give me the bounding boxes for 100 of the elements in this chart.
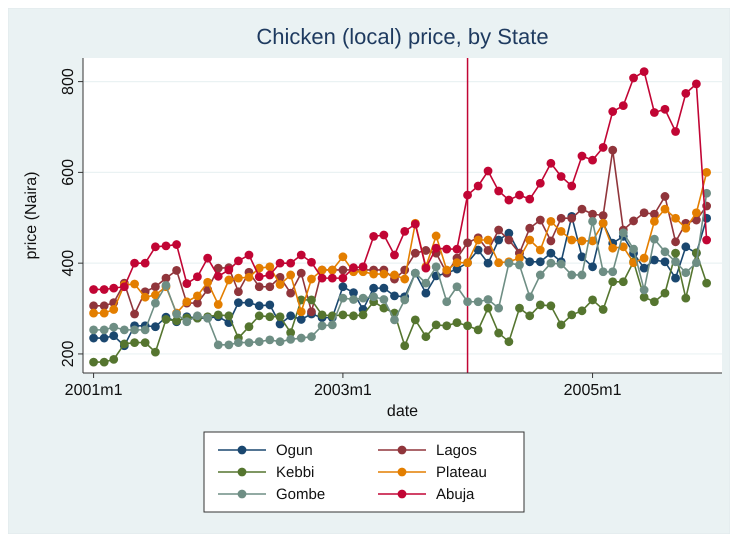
point (681, 89, 690, 98)
point (474, 236, 483, 244)
point (484, 304, 492, 312)
point (650, 217, 659, 226)
point (442, 244, 452, 254)
point (286, 288, 296, 298)
point (671, 237, 680, 246)
x-tick-label: 2001m1 (64, 382, 123, 399)
point (130, 280, 139, 288)
point (660, 192, 670, 201)
legend-label: Ogun (276, 442, 313, 459)
point (474, 246, 483, 254)
point (151, 242, 160, 252)
point (671, 274, 680, 283)
point (702, 278, 712, 288)
point (109, 305, 118, 314)
point (463, 190, 472, 200)
point (463, 238, 472, 248)
point (536, 300, 545, 310)
point (379, 284, 388, 293)
point (193, 311, 202, 320)
point (504, 236, 514, 244)
point (151, 290, 160, 300)
point (410, 315, 420, 324)
legend-label: Kebbi (276, 464, 314, 481)
point (536, 178, 545, 188)
point (702, 236, 712, 244)
point (546, 236, 556, 246)
point (692, 208, 701, 218)
point (254, 337, 264, 346)
point (276, 280, 284, 289)
point (598, 305, 608, 314)
point (120, 325, 129, 334)
point (140, 258, 150, 268)
point (254, 282, 264, 292)
point (494, 236, 504, 244)
point (546, 248, 556, 258)
y-tick-label: 400 (60, 250, 77, 277)
point (432, 232, 441, 240)
point (671, 257, 680, 266)
point (671, 214, 680, 223)
point (421, 332, 430, 342)
point (151, 322, 160, 332)
point (214, 340, 223, 350)
point (379, 295, 388, 304)
point (265, 262, 274, 272)
point (151, 348, 160, 357)
point (109, 284, 118, 293)
point (432, 244, 441, 253)
point (349, 295, 358, 304)
point (296, 334, 306, 342)
point (474, 325, 483, 334)
point (400, 341, 410, 350)
point (390, 315, 399, 324)
point (400, 274, 410, 284)
point (650, 256, 659, 264)
point (588, 217, 597, 226)
point (494, 186, 504, 196)
point (640, 264, 649, 273)
point (474, 297, 483, 306)
point (463, 321, 472, 330)
point (338, 294, 348, 303)
point (578, 152, 586, 160)
point (556, 226, 566, 236)
point (681, 224, 690, 233)
point (224, 340, 234, 350)
point (650, 297, 659, 306)
point (265, 282, 274, 292)
point (358, 262, 368, 272)
point (100, 308, 109, 318)
point (671, 127, 680, 136)
point (214, 300, 223, 309)
point (296, 315, 306, 324)
point (338, 310, 348, 320)
point (234, 338, 243, 347)
point (442, 321, 452, 330)
point (358, 310, 368, 320)
point (276, 337, 284, 346)
point (556, 172, 566, 181)
point (369, 232, 378, 241)
point (660, 204, 670, 214)
point (598, 211, 608, 220)
point (556, 320, 566, 330)
point (660, 288, 670, 298)
point (234, 274, 243, 283)
point (567, 236, 576, 244)
point (140, 292, 150, 302)
point (629, 244, 638, 254)
point (400, 296, 410, 304)
point (140, 338, 150, 347)
point (442, 297, 452, 306)
point (307, 258, 316, 267)
point (254, 311, 264, 320)
point (681, 242, 690, 252)
point (410, 248, 420, 258)
point (494, 328, 504, 338)
point (629, 216, 638, 226)
point (525, 236, 534, 244)
point (504, 196, 514, 204)
point (244, 298, 254, 308)
